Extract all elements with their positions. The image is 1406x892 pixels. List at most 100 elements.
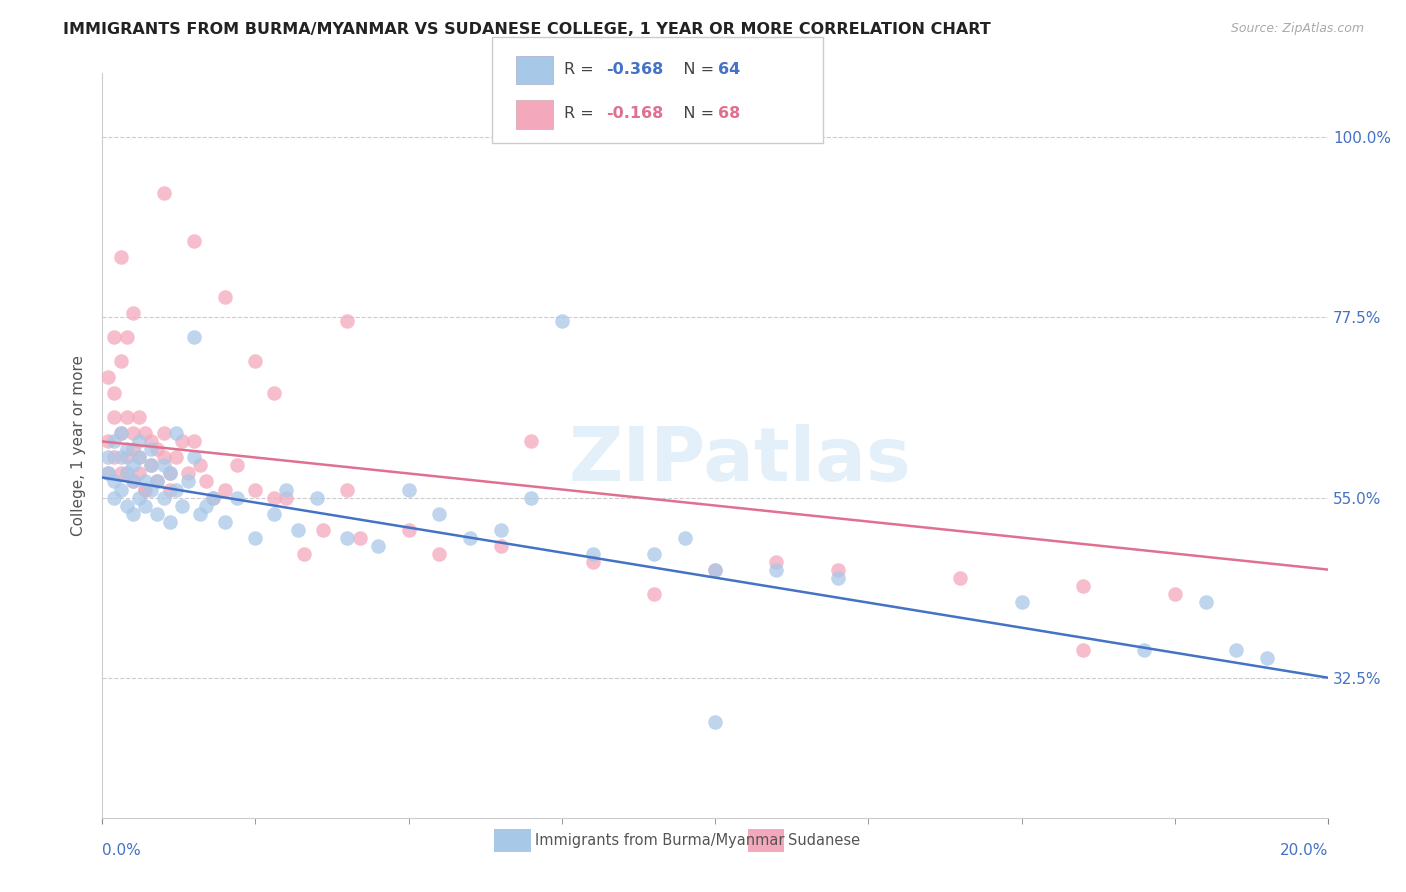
Point — [128, 467, 150, 481]
Point — [183, 330, 205, 344]
Point — [121, 458, 143, 473]
Point — [188, 507, 211, 521]
Point — [152, 426, 174, 441]
Point — [245, 531, 267, 545]
Point — [103, 386, 125, 401]
Point — [643, 587, 665, 601]
Point — [103, 410, 125, 425]
Point — [489, 523, 512, 537]
Text: N =: N = — [668, 106, 718, 121]
Point — [183, 434, 205, 449]
Point — [1071, 579, 1094, 593]
Point — [1256, 650, 1278, 665]
Point — [141, 442, 163, 457]
Point — [141, 458, 163, 473]
Point — [643, 547, 665, 561]
Text: R =: R = — [564, 62, 599, 77]
Point — [115, 410, 138, 425]
Point — [121, 507, 143, 521]
Point — [214, 483, 236, 497]
Text: Source: ZipAtlas.com: Source: ZipAtlas.com — [1230, 22, 1364, 36]
Point — [103, 475, 125, 489]
Point — [128, 491, 150, 505]
Point — [103, 450, 125, 465]
Point — [214, 290, 236, 304]
Point — [520, 491, 543, 505]
Point — [765, 555, 787, 569]
Text: 64: 64 — [718, 62, 741, 77]
Text: 68: 68 — [718, 106, 741, 121]
Point — [1011, 594, 1033, 608]
Point — [336, 483, 359, 497]
Point — [121, 306, 143, 320]
Point — [152, 458, 174, 473]
Text: 20.0%: 20.0% — [1279, 843, 1329, 858]
Point — [141, 434, 163, 449]
Point — [398, 483, 420, 497]
Point — [183, 450, 205, 465]
Point — [152, 491, 174, 505]
Point — [427, 507, 450, 521]
Point — [110, 450, 132, 465]
Point — [581, 555, 603, 569]
Point — [183, 234, 205, 248]
Point — [115, 467, 138, 481]
Point — [159, 467, 181, 481]
Point — [367, 539, 389, 553]
Point — [704, 563, 727, 577]
Point — [97, 467, 120, 481]
Point — [146, 442, 169, 457]
Point — [121, 475, 143, 489]
Point — [458, 531, 481, 545]
Point — [110, 250, 132, 264]
Point — [134, 483, 156, 497]
Point — [128, 450, 150, 465]
Point — [274, 483, 297, 497]
Point — [152, 450, 174, 465]
Point — [146, 507, 169, 521]
Point — [195, 499, 218, 513]
Point — [305, 491, 328, 505]
Point — [263, 507, 285, 521]
Point — [170, 434, 193, 449]
Point — [110, 354, 132, 368]
Point — [134, 499, 156, 513]
Point — [551, 314, 574, 328]
Point — [398, 523, 420, 537]
Point — [704, 714, 727, 729]
Point — [336, 531, 359, 545]
Point — [177, 467, 200, 481]
Text: Immigrants from Burma/Myanmar: Immigrants from Burma/Myanmar — [536, 833, 785, 847]
Point — [214, 515, 236, 529]
Point — [581, 547, 603, 561]
Point — [226, 458, 249, 473]
Y-axis label: College, 1 year or more: College, 1 year or more — [72, 355, 86, 536]
Point — [134, 475, 156, 489]
Point — [195, 475, 218, 489]
Text: R =: R = — [564, 106, 599, 121]
Point — [427, 547, 450, 561]
Point — [188, 458, 211, 473]
Point — [141, 458, 163, 473]
Point — [97, 370, 120, 384]
Point — [489, 539, 512, 553]
Point — [201, 491, 224, 505]
Point — [115, 330, 138, 344]
Text: Sudanese: Sudanese — [789, 833, 860, 847]
Point — [103, 491, 125, 505]
Point — [274, 491, 297, 505]
Point — [827, 571, 849, 585]
Point — [1164, 587, 1187, 601]
Point — [121, 426, 143, 441]
Point — [115, 442, 138, 457]
Point — [128, 434, 150, 449]
Point — [245, 354, 267, 368]
Point — [146, 475, 169, 489]
Point — [115, 450, 138, 465]
Point — [949, 571, 972, 585]
Point — [97, 450, 120, 465]
Point — [349, 531, 371, 545]
Point — [1133, 642, 1156, 657]
Point — [134, 426, 156, 441]
Point — [110, 426, 132, 441]
